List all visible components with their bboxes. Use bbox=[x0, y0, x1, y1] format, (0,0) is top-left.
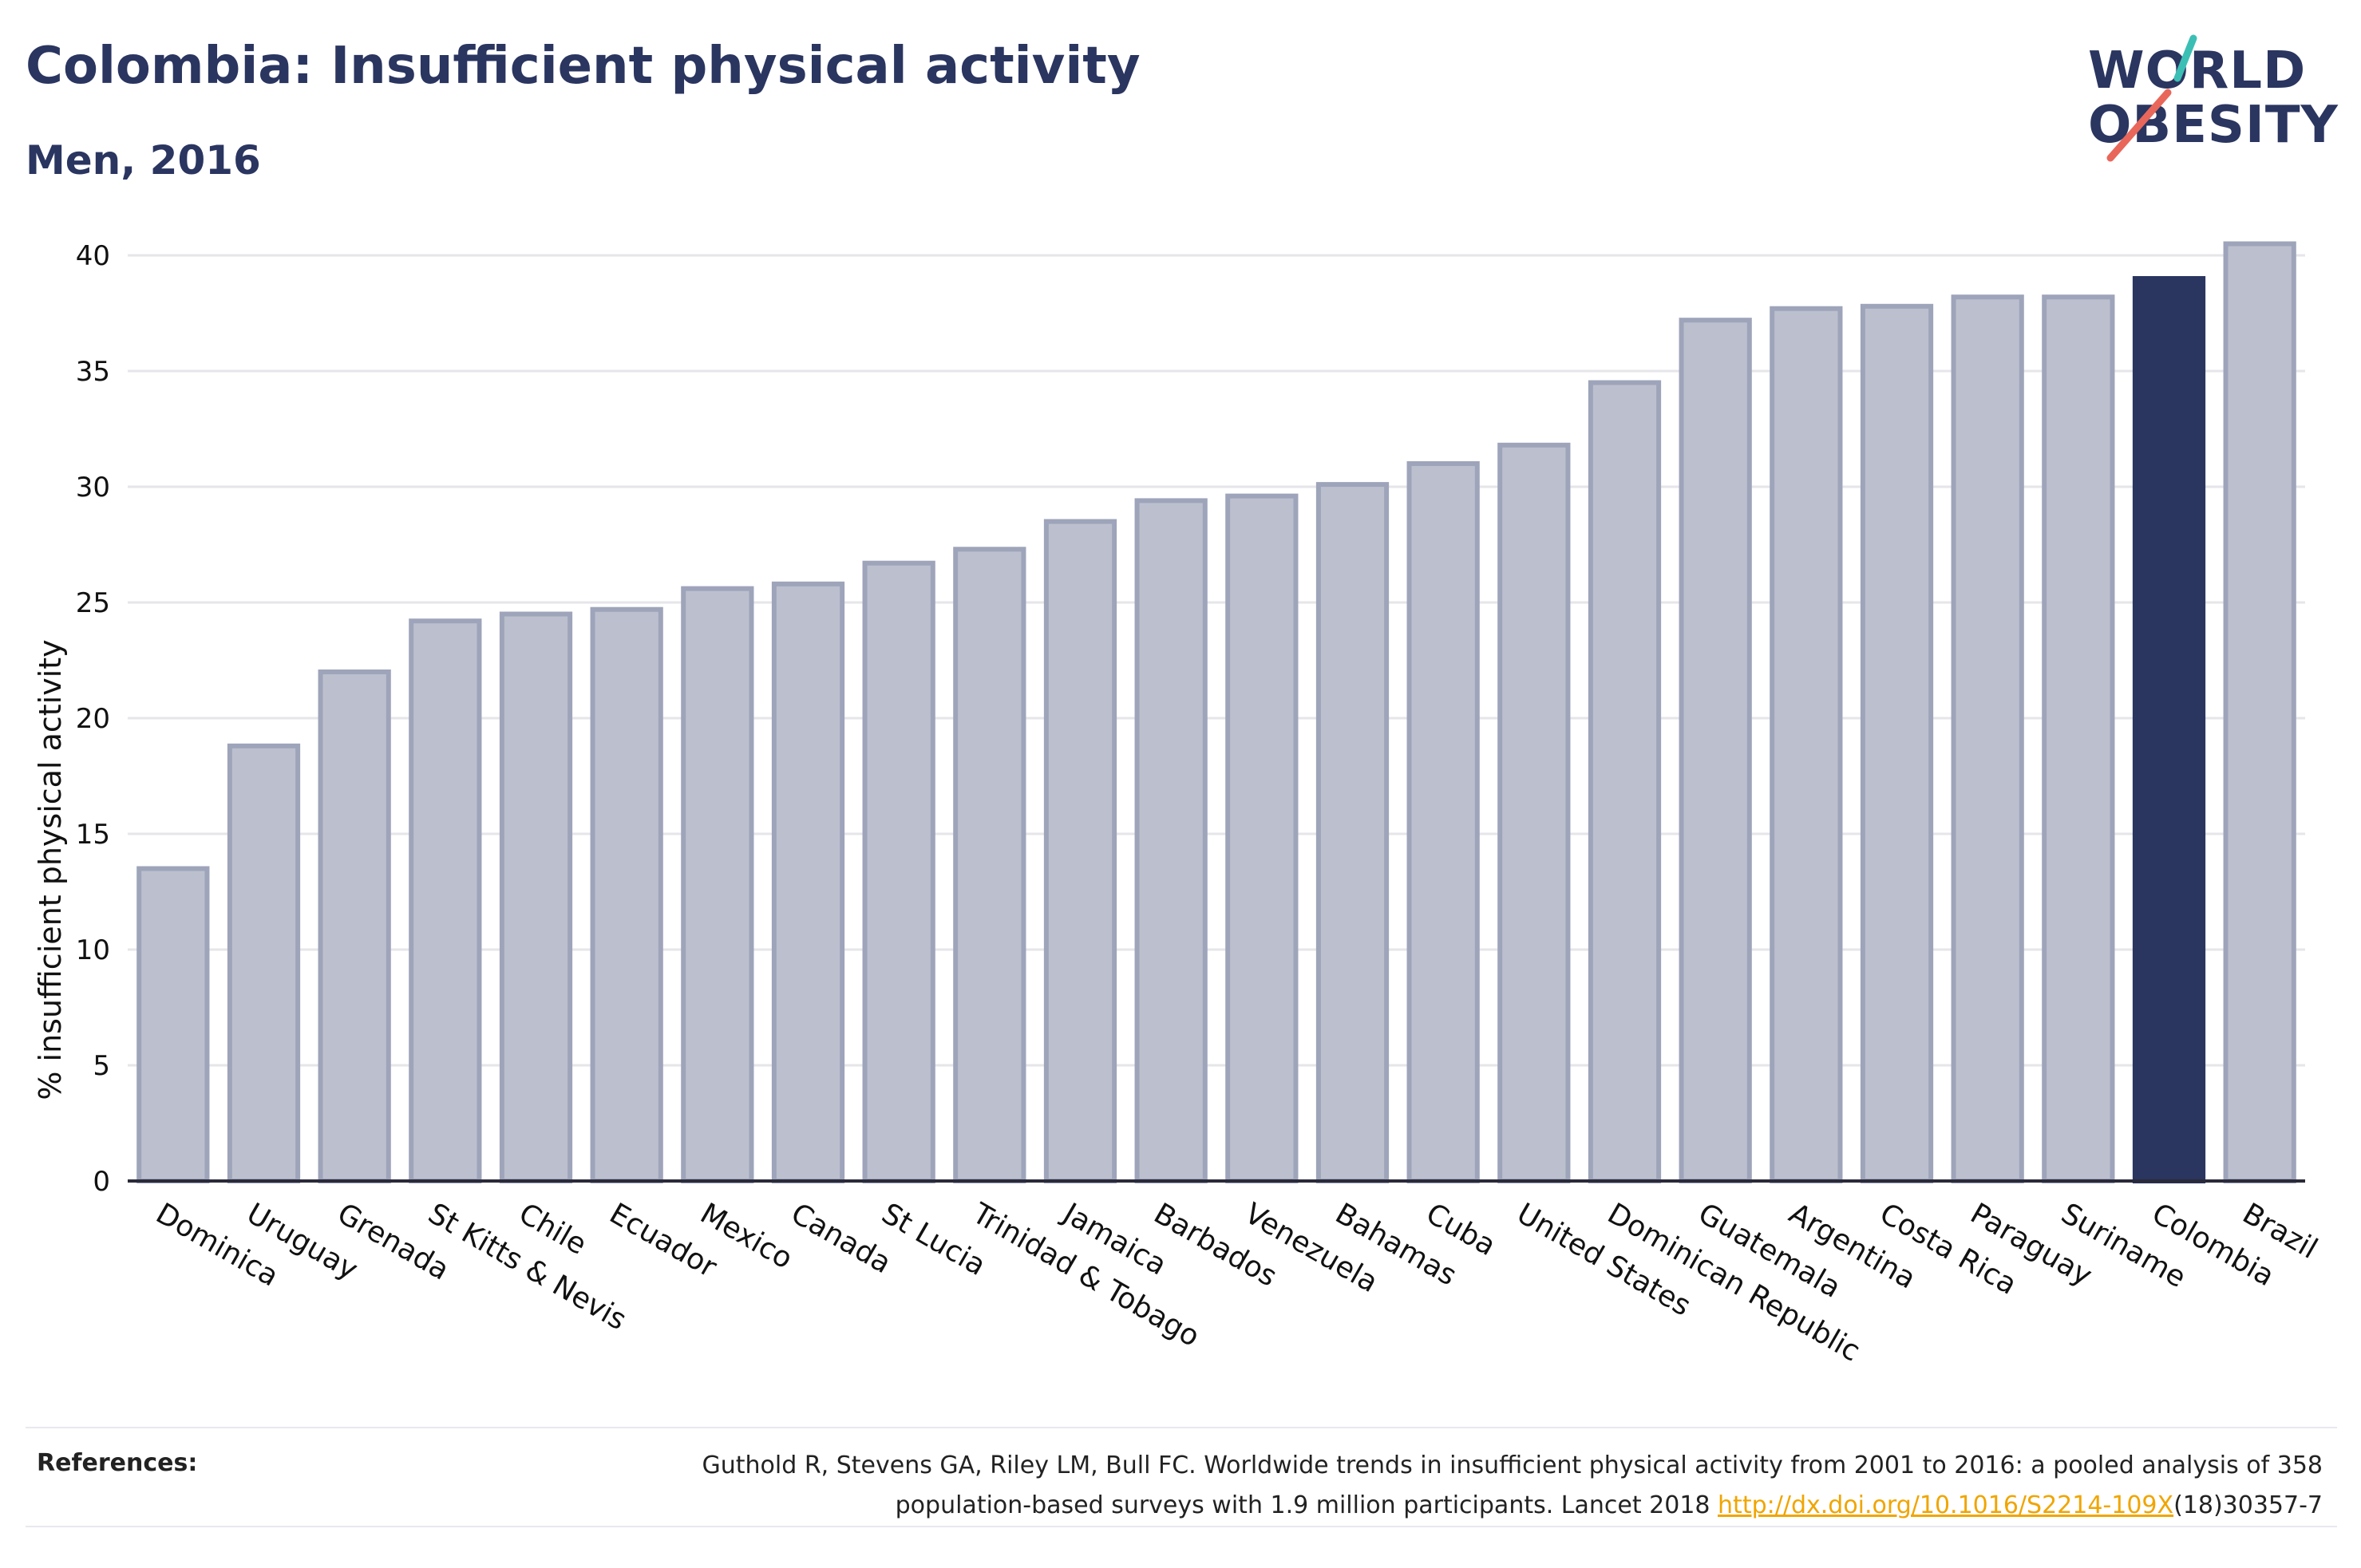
bar-bahamas bbox=[1315, 482, 1390, 1183]
bar-cuba bbox=[1406, 461, 1480, 1183]
y-tick-label: 10 bbox=[76, 934, 110, 966]
logo-slash-icon bbox=[2106, 34, 2197, 162]
references-text: Guthold R, Stevens GA, Riley LM, Bull FC… bbox=[487, 1446, 2323, 1526]
bar-dominican-republic bbox=[1588, 380, 1662, 1183]
gridlines bbox=[128, 254, 2305, 1067]
logo-line-2: OBESITY bbox=[2088, 96, 2339, 155]
x-tick-label: Canada bbox=[785, 1197, 896, 1280]
references-label: References: bbox=[37, 1449, 198, 1477]
bar-trinidad-tobago bbox=[953, 547, 1026, 1183]
y-tick-label: 20 bbox=[76, 703, 110, 735]
y-tick-label: 5 bbox=[93, 1050, 110, 1082]
reference-line-2-end: (18)30357-7 bbox=[2173, 1491, 2323, 1519]
references-bottom-rule bbox=[26, 1526, 2337, 1527]
bar-canada bbox=[771, 581, 845, 1183]
bar-chile bbox=[499, 611, 573, 1183]
bar-jamaica bbox=[1043, 519, 1117, 1183]
bar-mexico bbox=[681, 586, 754, 1183]
bar-st-kitts-nevis bbox=[409, 618, 482, 1183]
bar-venezuela bbox=[1225, 493, 1299, 1183]
y-tick-label: 35 bbox=[76, 356, 110, 388]
bar-argentina bbox=[1770, 306, 1843, 1184]
chart-title: Colombia: Insufficient physical activity bbox=[26, 37, 1141, 96]
bar-colombia bbox=[2132, 276, 2206, 1183]
bar-guatemala bbox=[1679, 318, 1752, 1184]
bar-chart: 0510152025303540DominicaUruguayGrenadaSt… bbox=[33, 240, 2323, 1369]
y-tick-label: 40 bbox=[76, 240, 110, 272]
reference-line-1: Guthold R, Stevens GA, Riley LM, Bull FC… bbox=[702, 1451, 2323, 1479]
y-axis-label: % insufficient physical activity bbox=[33, 639, 68, 1100]
y-tick-label: 25 bbox=[76, 587, 110, 619]
bar-paraguay bbox=[1951, 294, 2024, 1184]
reference-doi-link[interactable]: http://dx.doi.org/10.1016/S2214-109X bbox=[1718, 1491, 2174, 1519]
bar-ecuador bbox=[590, 606, 663, 1183]
bar-st-lucia bbox=[862, 560, 935, 1183]
bar-dominica bbox=[136, 866, 210, 1183]
y-tick-label: 0 bbox=[93, 1166, 110, 1198]
bars bbox=[136, 241, 2296, 1184]
x-tick-label: St Lucia bbox=[876, 1197, 991, 1282]
logo-line-1: WORLD bbox=[2088, 41, 2307, 101]
bar-suriname bbox=[2042, 294, 2115, 1184]
references-top-rule bbox=[26, 1427, 2337, 1428]
bar-grenada bbox=[318, 669, 391, 1183]
y-tick-label: 30 bbox=[76, 472, 110, 504]
bar-barbados bbox=[1134, 498, 1208, 1183]
y-tick-label: 15 bbox=[76, 819, 110, 851]
chart-subtitle: Men, 2016 bbox=[26, 137, 261, 184]
bar-brazil bbox=[2223, 241, 2296, 1183]
bar-united-states bbox=[1497, 442, 1571, 1183]
reference-line-2: population-based surveys with 1.9 millio… bbox=[895, 1491, 1718, 1519]
bar-costa-rica bbox=[1860, 303, 1934, 1183]
bar-uruguay bbox=[227, 743, 301, 1183]
world-obesity-logo: WORLD OBESITY bbox=[2075, 22, 2347, 166]
